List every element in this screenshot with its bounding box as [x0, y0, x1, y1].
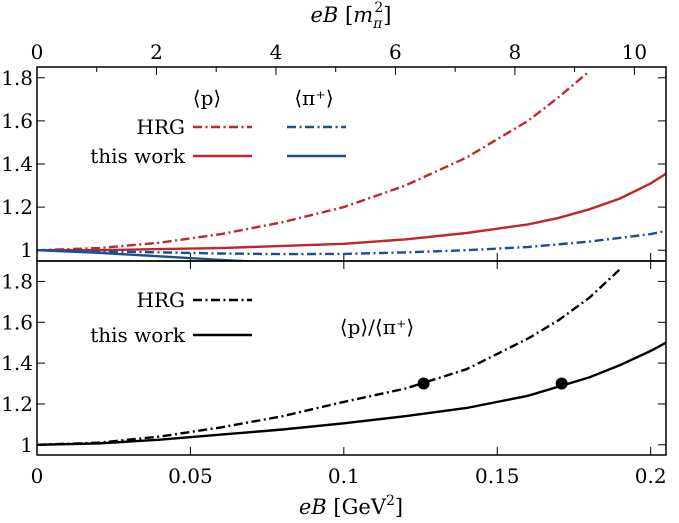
top-tick-label: 2	[150, 40, 163, 64]
top-tick-label: 6	[389, 40, 402, 64]
top-tick-label: 10	[622, 40, 647, 64]
legend-row-label: HRG	[137, 115, 185, 139]
legend-row-label: HRG	[137, 288, 185, 312]
legend: ⟨p⟩ ⟨π⁺⟩ HRG this work HRG this work ⟨p⟩/⟨π⁺⟩	[90, 86, 414, 347]
x-tick-label: 0.15	[475, 464, 520, 488]
series-line	[37, 268, 621, 446]
tick-labels: 0 0.05 0.1 0.15 0.2 0 2 4 6 8 10 1 1.2 1.4 1.6 1.8 1 1.2 1…	[1, 40, 666, 488]
y-tick-label: 1.8	[1, 269, 33, 293]
top-tick-label: 4	[270, 40, 283, 64]
ratio-annotation: ⟨p⟩/⟨π⁺⟩	[340, 315, 414, 339]
bottom-axis-title: eB [GeV2]	[299, 493, 403, 519]
series-lines	[37, 70, 666, 446]
legend-header-p: ⟨p⟩	[193, 86, 221, 110]
y-tick-label: 1.2	[1, 195, 33, 219]
x-tick-label: 0.05	[168, 464, 213, 488]
y-tick-label: 1.4	[1, 351, 33, 375]
data-marker	[417, 377, 430, 390]
y-tick-label: 1.8	[1, 66, 33, 90]
tick-marks	[36, 67, 666, 455]
series-line	[37, 249, 264, 261]
top-tick-label: 0	[31, 40, 44, 64]
legend-header-pi: ⟨π⁺⟩	[294, 86, 333, 110]
series-line	[37, 172, 666, 252]
x-tick-label: 0	[31, 464, 44, 488]
y-tick-label: 1	[20, 238, 33, 262]
top-tick-label: 8	[509, 40, 522, 64]
x-tick-label: 0.1	[328, 464, 360, 488]
series-line	[37, 70, 591, 252]
y-tick-label: 1.2	[1, 392, 33, 416]
legend-row-label: this work	[90, 144, 186, 168]
y-tick-label: 1.6	[1, 109, 33, 133]
data-marker	[555, 377, 568, 390]
series-line	[37, 341, 666, 446]
bottom-panel-frame	[36, 260, 667, 456]
x-tick-label: 0.2	[635, 464, 667, 488]
y-tick-label: 1.6	[1, 310, 33, 334]
y-tick-label: 1.4	[1, 152, 33, 176]
legend-row-label: this work	[90, 323, 186, 347]
data-markers	[417, 377, 568, 390]
series-line	[37, 229, 666, 256]
top-axis-title: eB [mπ2]	[311, 0, 392, 32]
y-tick-label: 1	[20, 433, 33, 457]
